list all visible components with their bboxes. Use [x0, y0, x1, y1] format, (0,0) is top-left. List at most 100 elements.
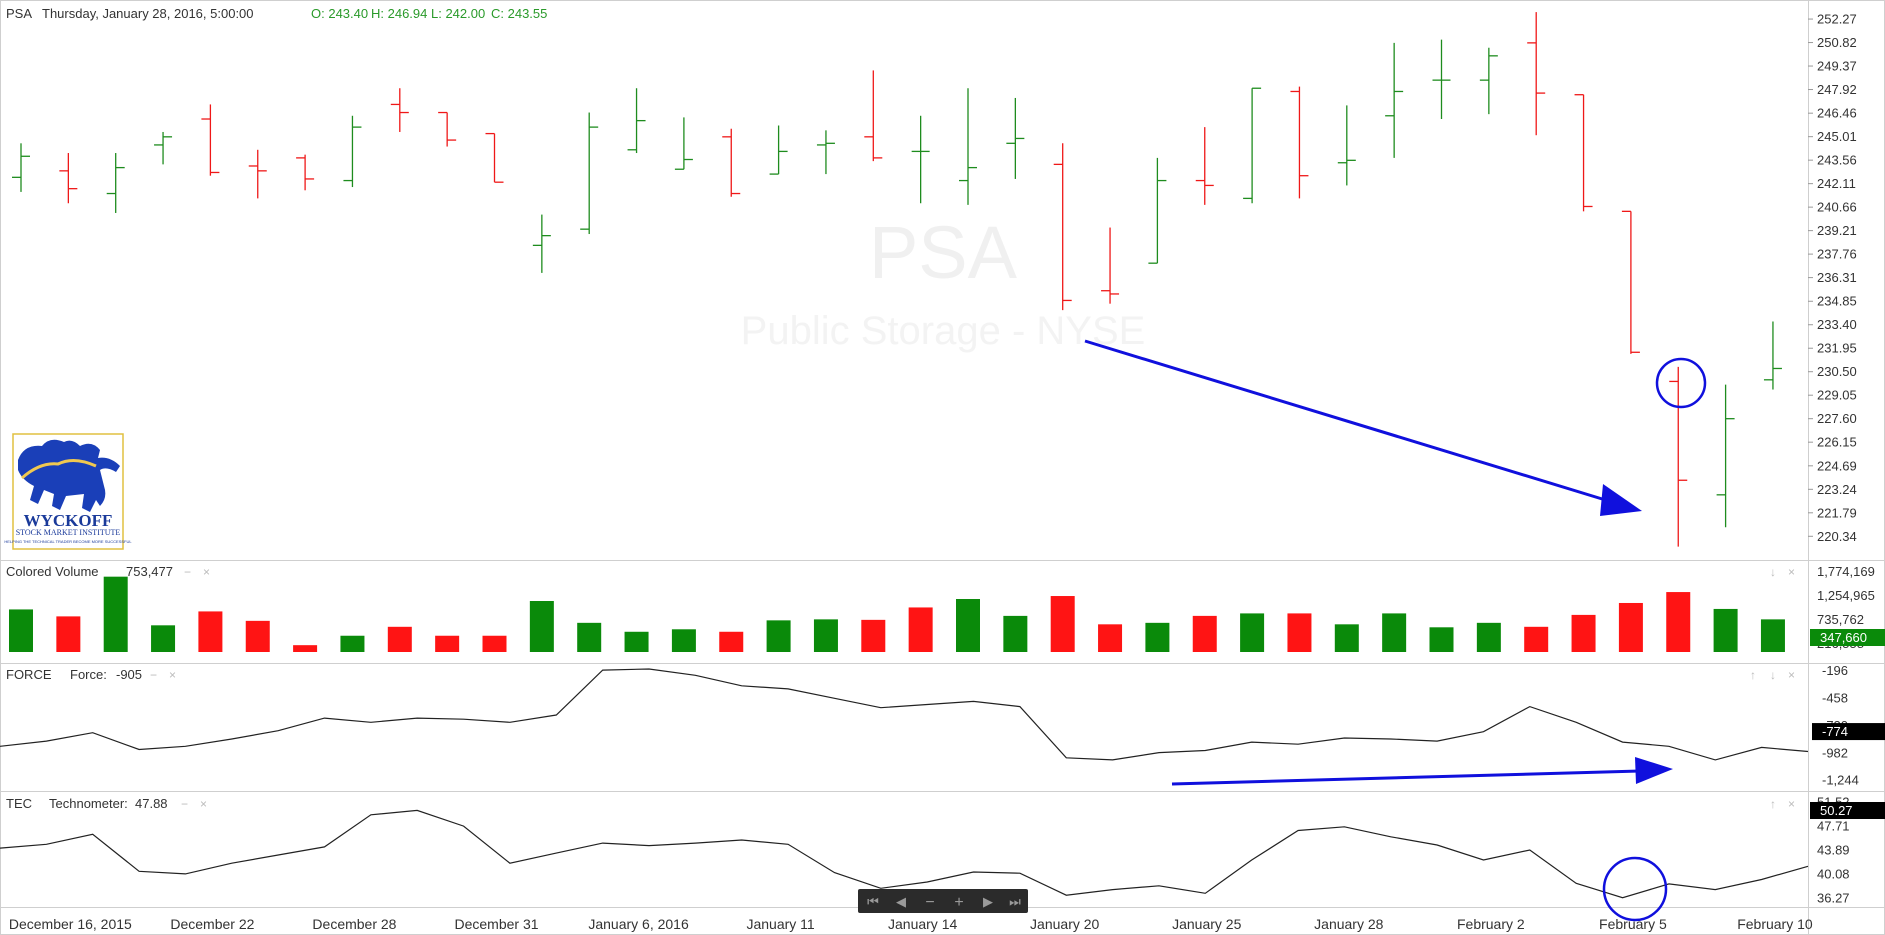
- tec-remove-icon[interactable]: ×: [1788, 797, 1795, 811]
- volume-bar: [671, 629, 696, 652]
- price-tick-label: 229.05: [1817, 388, 1857, 403]
- volume-tick-label: 735,762: [1817, 612, 1864, 627]
- price-bar: [1006, 97, 1025, 179]
- tec-highlight-circle: [1602, 856, 1668, 922]
- price-bar: [816, 130, 835, 175]
- price-tick-label: 240.66: [1817, 200, 1857, 215]
- logo-tagline: HELPING THE TECHNICAL TRADER BECOME MORE…: [4, 539, 132, 544]
- price-bar: [532, 214, 551, 273]
- force-collapse-icon[interactable]: −: [150, 668, 157, 682]
- tec-close-icon[interactable]: ×: [200, 797, 207, 811]
- force-close-icon[interactable]: ×: [169, 668, 176, 682]
- volume-bar: [482, 635, 507, 652]
- header-ohlc: O: 243.40 H: 246.94 L: 242.00 C: 243.55: [311, 6, 547, 21]
- price-bar: [296, 154, 315, 191]
- volume-tick-label: 1,774,169: [1817, 564, 1875, 579]
- price-tick-label: 252.27: [1817, 12, 1857, 27]
- force-move-up-icon[interactable]: ↑: [1750, 668, 1756, 682]
- price-tick-label: 227.60: [1817, 411, 1857, 426]
- volume-bar: [719, 631, 744, 652]
- price-bar: [12, 143, 30, 192]
- volume-bar: [908, 607, 933, 652]
- price-bar: [1053, 143, 1072, 311]
- tec-tick-label: 40.08: [1817, 866, 1850, 881]
- watermark-symbol: PSA: [869, 211, 1018, 294]
- price-tick-label: 226.15: [1817, 435, 1857, 450]
- price-tick-label: 246.46: [1817, 106, 1857, 121]
- watermark-name: Public Storage - NYSE: [741, 309, 1146, 353]
- force-line: [0, 668, 1809, 761]
- force-tick-label: -982: [1822, 745, 1848, 760]
- volume-bar: [1618, 602, 1643, 652]
- volume-bar: [435, 635, 460, 652]
- time-axis-label: January 20: [1030, 916, 1099, 932]
- nav-prev-icon[interactable]: ◀: [896, 894, 906, 909]
- price-tick-label: 220.34: [1817, 529, 1857, 544]
- price-bar: [1479, 47, 1498, 115]
- volume-bar: [56, 616, 81, 652]
- time-axis-label: January 14: [888, 916, 957, 932]
- logo-subtitle: STOCK MARKET INSTITUTE: [16, 528, 121, 537]
- force-remove-icon[interactable]: ×: [1788, 668, 1795, 682]
- price-tick-label: 230.50: [1817, 364, 1857, 379]
- price-tick-label: 224.69: [1817, 458, 1857, 473]
- tec-move-up-icon[interactable]: ↑: [1770, 797, 1776, 811]
- price-bar: [959, 88, 977, 205]
- volume-bar: [1192, 615, 1217, 652]
- volume-bar: [1713, 608, 1738, 652]
- time-axis-label: December 31: [454, 916, 538, 932]
- tec-collapse-icon[interactable]: −: [181, 797, 188, 811]
- volume-bar: [1524, 626, 1549, 652]
- force-move-down-icon[interactable]: ↓: [1770, 668, 1776, 682]
- volume-last-badge-bg: [1810, 629, 1885, 646]
- price-highlight-circle: [1655, 357, 1707, 409]
- price-bar: [627, 88, 646, 154]
- volume-collapse-icon[interactable]: −: [184, 565, 191, 579]
- price-bar: [201, 104, 220, 176]
- volume-last: 753,477: [126, 564, 173, 579]
- price-bars: [12, 12, 1782, 547]
- nav-zoom-out-icon[interactable]: −: [925, 894, 934, 911]
- volume-move-down-icon[interactable]: ↓: [1770, 565, 1776, 579]
- price-bar: [390, 88, 409, 132]
- tec-tick-label: 36.27: [1817, 890, 1850, 905]
- price-bar: [485, 132, 504, 183]
- tec-line: [0, 809, 1809, 899]
- volume-bar: [245, 620, 270, 652]
- volume-remove-icon[interactable]: ×: [1788, 565, 1795, 579]
- force-tick-label: -1,244: [1822, 773, 1859, 788]
- price-tick-label: 236.31: [1817, 270, 1857, 285]
- price-bar: [1574, 94, 1593, 212]
- price-bar: [1101, 227, 1120, 304]
- price-bar: [1527, 12, 1546, 136]
- volume-bar: [813, 619, 838, 652]
- nav-last-icon[interactable]: ⏭: [1009, 894, 1021, 909]
- force-title: FORCE: [6, 667, 52, 682]
- time-axis-label: January 6, 2016: [588, 916, 689, 932]
- volume-bar: [1666, 592, 1691, 652]
- volume-bar: [151, 625, 176, 652]
- volume-bar: [1050, 596, 1075, 652]
- price-tick-label: 239.21: [1817, 223, 1857, 238]
- price-bar: [1669, 366, 1688, 547]
- volume-bar: [1145, 622, 1170, 652]
- force-arrow-shaft: [1171, 769, 1641, 786]
- volume-bar: [198, 611, 223, 652]
- nav-zoom-in-icon[interactable]: +: [954, 894, 963, 911]
- nav-next-icon[interactable]: ▶: [983, 894, 993, 909]
- volume-bar: [577, 622, 602, 652]
- annotations: [1084, 339, 1707, 922]
- volume-bar: [529, 600, 554, 652]
- time-axis-label: December 16, 2015: [9, 916, 132, 932]
- nav-first-icon[interactable]: ⏮: [867, 894, 879, 909]
- time-axis-label: January 25: [1172, 916, 1241, 932]
- force-tick-label: -196: [1822, 663, 1848, 678]
- tec-label: Technometer:: [49, 796, 128, 811]
- price-bar: [722, 128, 741, 197]
- ohlc-o: O: 243.40: [311, 6, 368, 21]
- volume-close-icon[interactable]: ×: [203, 565, 210, 579]
- price-bar: [1716, 384, 1735, 528]
- time-axis-label: January 28: [1314, 916, 1383, 932]
